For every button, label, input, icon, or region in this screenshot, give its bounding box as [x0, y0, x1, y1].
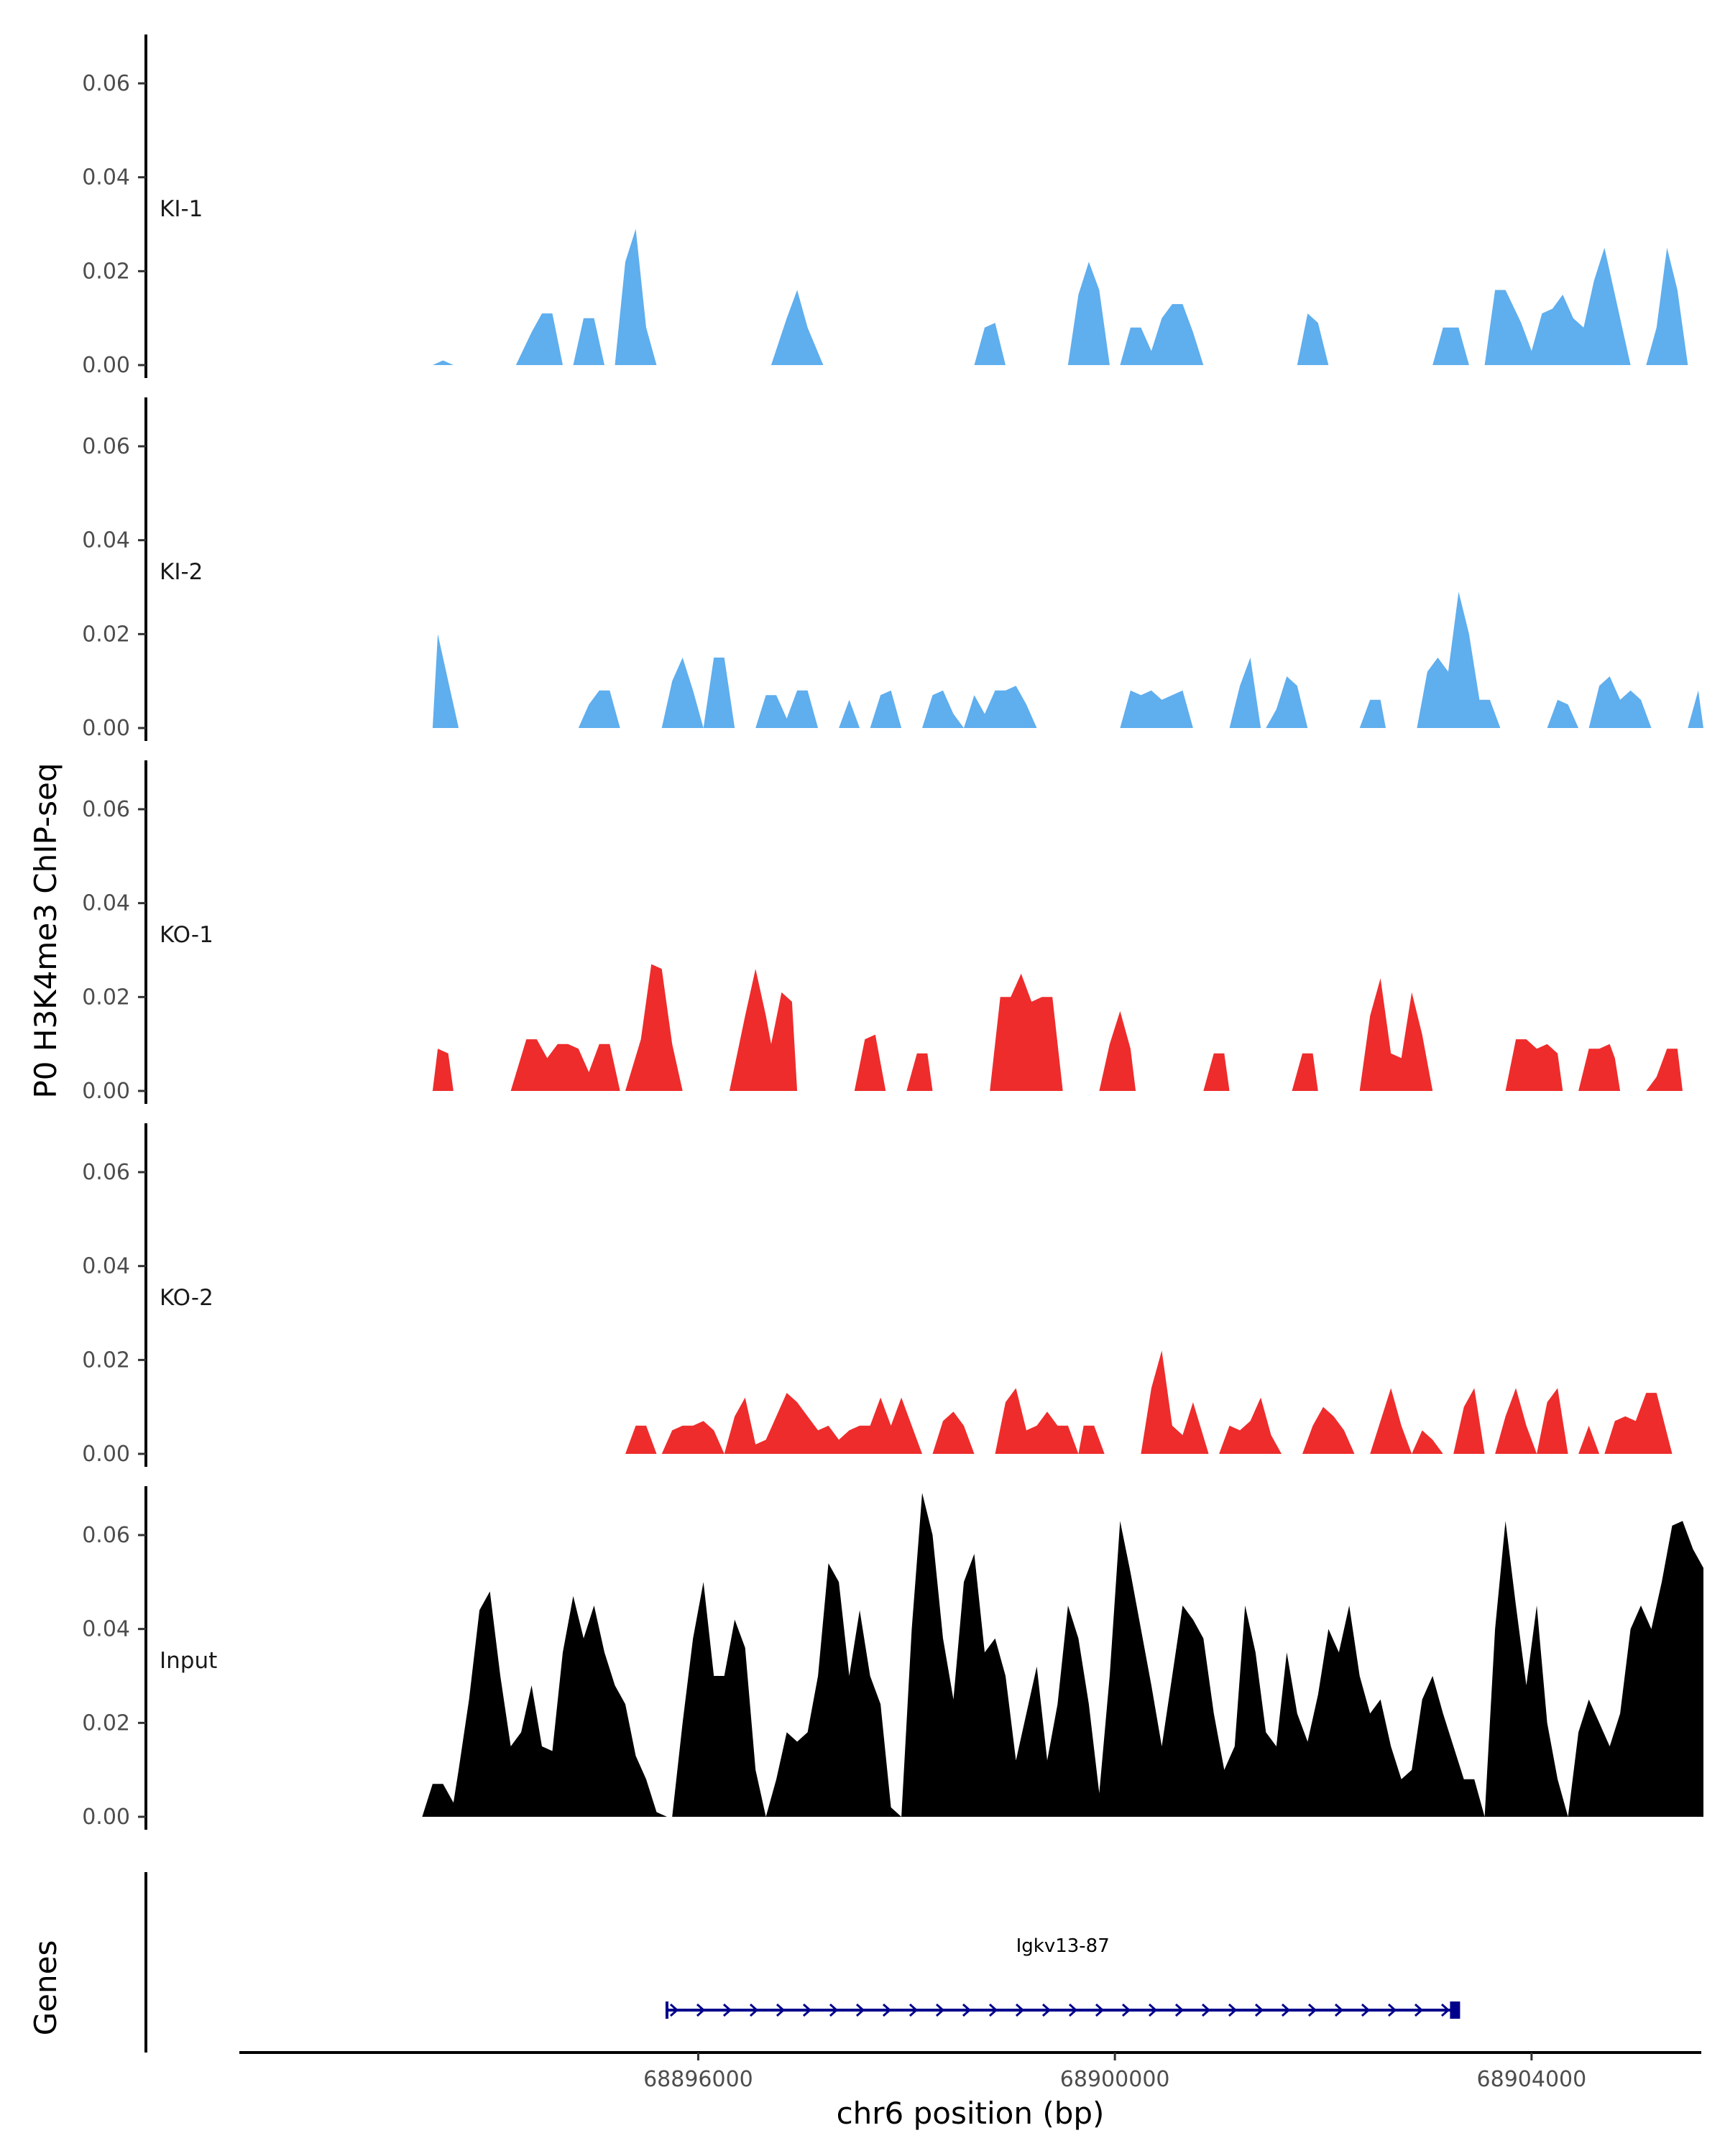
strand-arrow: [829, 2003, 839, 2017]
strand-arrow: [962, 2003, 972, 2017]
strand-arrow: [696, 2003, 706, 2017]
y-tick-label: 0.00: [82, 716, 130, 741]
strand-arrow: [669, 2003, 679, 2017]
track-panel-ko-2: 0.00 0.02 0.04 0.06 KO-2: [82, 1123, 1673, 1467]
y-tick-label: 0.06: [82, 434, 130, 459]
genes-axis-title: Genes: [28, 1940, 63, 2036]
y-tick-label: 0.00: [82, 353, 130, 378]
y-tick-label: 0.04: [82, 165, 130, 190]
strand-arrow: [855, 2003, 865, 2017]
strand-arrow: [776, 2003, 786, 2017]
y-tick-label: 0.06: [82, 1523, 130, 1548]
track-label-ko-2: KO-2: [160, 1285, 213, 1311]
y-tick-label: 0.02: [82, 259, 130, 284]
strand-arrow: [1095, 2003, 1105, 2017]
strand-arrow: [1041, 2003, 1052, 2017]
strand-arrow: [1201, 2003, 1211, 2017]
track-label-ki-1: KI-1: [160, 196, 203, 222]
y-tick-label: 0.04: [82, 1254, 130, 1279]
track-panel-ki-2: 0.00 0.02 0.04 0.06 KI-2: [82, 397, 1703, 741]
gene-exon: [1450, 2001, 1460, 2019]
track-label-ko-1: KO-1: [160, 922, 213, 948]
strand-arrow: [1121, 2003, 1131, 2017]
track-panel-input: 0.00 0.02 0.04 0.06 Input: [82, 1486, 1703, 1830]
y-tick-label: 0.04: [82, 528, 130, 553]
y-tick-label: 0.02: [82, 1710, 130, 1736]
track-label-ki-2: KI-2: [160, 559, 203, 585]
y-tick-label: 0.02: [82, 985, 130, 1010]
y-tick-label: 0.00: [82, 1805, 130, 1830]
y-tick-label: 0.04: [82, 891, 130, 916]
strand-arrow: [1361, 2003, 1371, 2017]
y-axis-title: P0 H3K4me3 ChIP-seq: [28, 763, 63, 1098]
strand-arrow: [1334, 2003, 1344, 2017]
strand-arrow: [1414, 2003, 1424, 2017]
strand-arrow: [1440, 2003, 1450, 2017]
strand-arrow: [1307, 2003, 1317, 2017]
track-label-input: Input: [160, 1648, 217, 1674]
gene-name-label: Igkv13-87: [1016, 1935, 1110, 1957]
signal-area-ko-2: [625, 1350, 1673, 1454]
x-tick-label: 68900000: [1060, 2067, 1170, 2092]
signal-area-input: [422, 1493, 1703, 1817]
strand-arrow: [935, 2003, 945, 2017]
x-tick-label: 68904000: [1477, 2067, 1587, 2092]
y-tick-label: 0.00: [82, 1442, 130, 1467]
signal-area-ki-1: [432, 229, 1688, 365]
y-tick-label: 0.06: [82, 797, 130, 822]
strand-arrow: [1148, 2003, 1158, 2017]
tracks-layer: 0.00 0.02 0.04 0.06 KI-1 0.00 0.02 0.04 0.06 KI-2…: [82, 34, 1703, 1830]
x-axis-title: chr6 position (bp): [837, 2096, 1105, 2131]
strand-arrow: [802, 2003, 812, 2017]
strand-arrow: [1281, 2003, 1291, 2017]
track-panel-ki-1: 0.00 0.02 0.04 0.06 KI-1: [82, 34, 1688, 378]
strand-arrow: [1228, 2003, 1238, 2017]
strand-arrow: [1015, 2003, 1025, 2017]
strand-arrow: [1387, 2003, 1397, 2017]
y-tick-label: 0.02: [82, 1348, 130, 1373]
y-tick-label: 0.00: [82, 1079, 130, 1104]
x-axis: 68896000 68900000 68904000: [239, 2051, 1701, 2092]
strand-arrow: [882, 2003, 892, 2017]
y-tick-label: 0.06: [82, 1160, 130, 1185]
strand-arrow: [1254, 2003, 1264, 2017]
signal-area-ko-1: [432, 964, 1683, 1091]
x-tick-label: 68896000: [643, 2067, 753, 2092]
track-panel-ko-1: 0.00 0.02 0.04 0.06 KO-1: [82, 760, 1683, 1104]
strand-arrow: [749, 2003, 759, 2017]
strand-arrow: [908, 2003, 919, 2017]
y-tick-label: 0.04: [82, 1617, 130, 1642]
strand-arrow: [722, 2003, 732, 2017]
strand-arrow: [1174, 2003, 1184, 2017]
gene-track: Igkv13-87: [144, 1872, 1460, 2053]
y-tick-label: 0.02: [82, 622, 130, 647]
y-tick-label: 0.06: [82, 71, 130, 96]
strand-arrow: [988, 2003, 998, 2017]
strand-arrow: [1068, 2003, 1078, 2017]
